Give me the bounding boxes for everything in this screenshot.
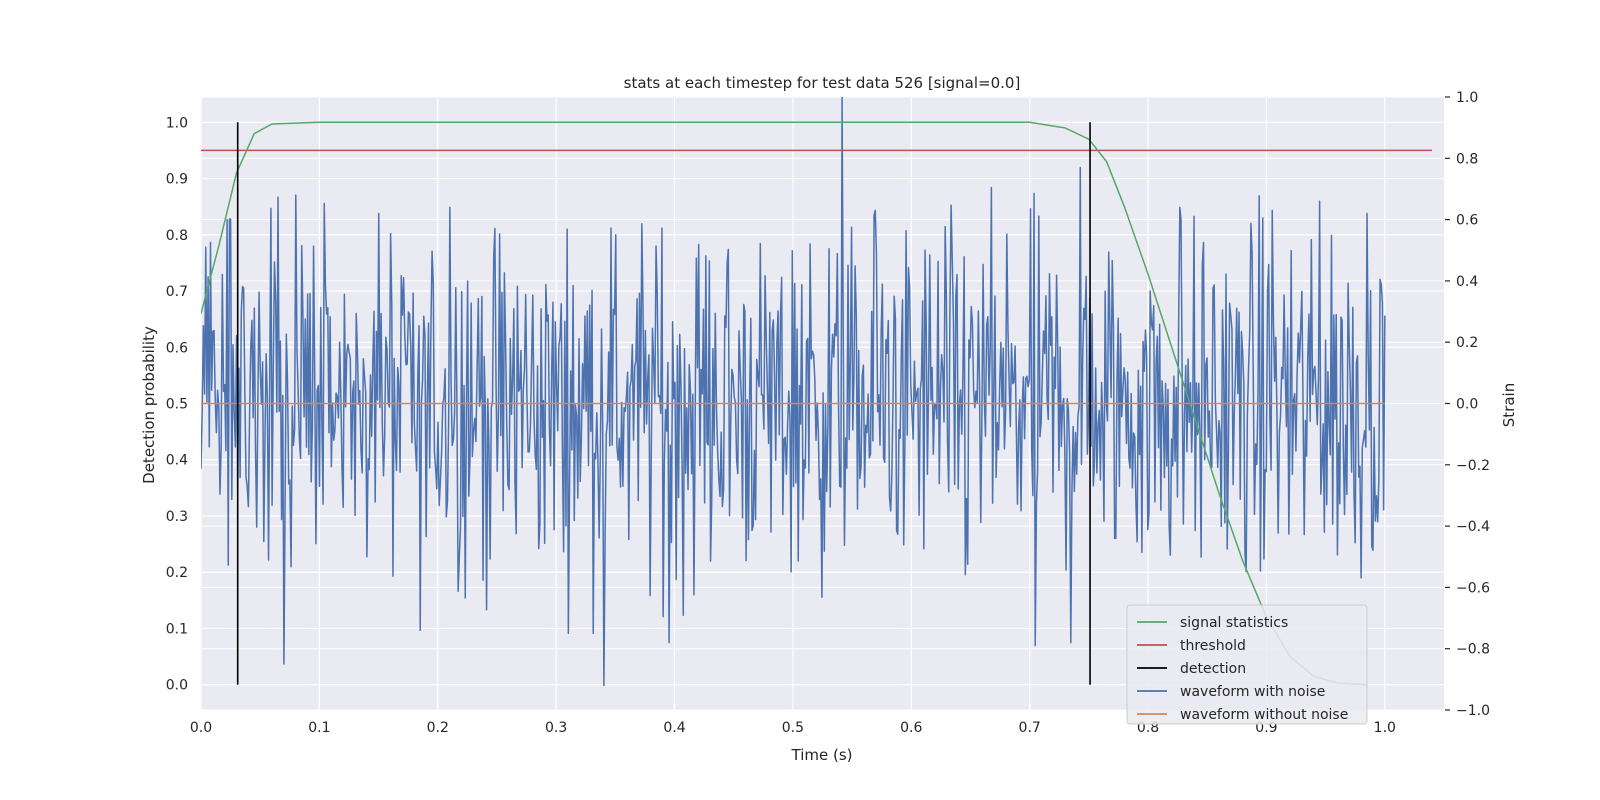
x-tick-label: 0.4 — [663, 720, 685, 736]
left-y-tick-label: 0.4 — [166, 453, 188, 469]
right-y-tick-label: 1.0 — [1456, 90, 1478, 106]
x-tick-label: 1.0 — [1374, 720, 1396, 736]
legend-label: waveform without noise — [1180, 707, 1348, 723]
x-tick-label: 0.2 — [427, 720, 449, 736]
x-tick-label: 0.6 — [900, 720, 922, 736]
x-tick-label: 0.1 — [308, 720, 330, 736]
right-y-tick-label: −0.6 — [1456, 580, 1490, 596]
left-y-tick-label: 0.9 — [166, 172, 188, 188]
series-waveform-with-noise — [201, 97, 1386, 687]
x-tick-label: 0.5 — [782, 720, 804, 736]
left-y-tick-label: 0.2 — [166, 565, 188, 581]
left-y-tick-label: 0.3 — [166, 509, 188, 525]
legend-label: threshold — [1180, 638, 1246, 654]
left-y-axis-ticks: 0.0 0.1 0.2 0.3 0.4 0.5 0.6 0.7 0.8 0.9 1.0 — [166, 115, 188, 693]
right-y-tick-label: 0.8 — [1456, 151, 1478, 167]
x-tick-label: 0.7 — [1019, 720, 1041, 736]
x-tick-label: 0.0 — [190, 720, 212, 736]
legend-label: signal statistics — [1180, 615, 1288, 631]
left-y-tick-label: 0.0 — [166, 678, 188, 694]
left-y-tick-label: 0.8 — [166, 228, 188, 244]
legend-label: detection — [1180, 661, 1246, 677]
right-y-tick-label: 0.0 — [1456, 397, 1478, 413]
legend-box — [1126, 604, 1368, 725]
right-y-axis-label: Strain — [1500, 383, 1518, 427]
right-y-tick-label: −0.4 — [1456, 519, 1490, 535]
right-y-tick-label: 0.2 — [1456, 335, 1478, 351]
right-y-axis-ticks: −1.0 −0.8 −0.6 −0.4 −0.2 0.0 0.2 0.4 0.6 0.8 1.0 — [1445, 90, 1490, 719]
x-axis-label: Time (s) — [791, 746, 853, 764]
left-y-tick-label: 1.0 — [166, 115, 188, 131]
chart-title: stats at each timestep for test data 526… — [624, 74, 1021, 92]
series-detection — [236, 122, 1091, 685]
left-y-tick-label: 0.6 — [166, 340, 188, 356]
right-y-tick-label: 0.4 — [1456, 274, 1478, 290]
left-y-tick-label: 0.5 — [166, 397, 188, 413]
right-y-tick-label: −0.2 — [1456, 458, 1490, 474]
left-y-tick-label: 0.1 — [166, 621, 188, 637]
legend-label: waveform with noise — [1180, 684, 1325, 700]
legend: signal statistics threshold detection wavef… — [1126, 604, 1368, 725]
right-y-tick-label: 0.6 — [1456, 213, 1478, 229]
left-y-tick-label: 0.7 — [166, 284, 188, 300]
left-y-axis-label: Detection probability — [140, 326, 158, 484]
right-y-tick-label: −1.0 — [1456, 703, 1490, 719]
right-y-tick-label: −0.8 — [1456, 642, 1490, 658]
x-tick-label: 0.3 — [545, 720, 567, 736]
